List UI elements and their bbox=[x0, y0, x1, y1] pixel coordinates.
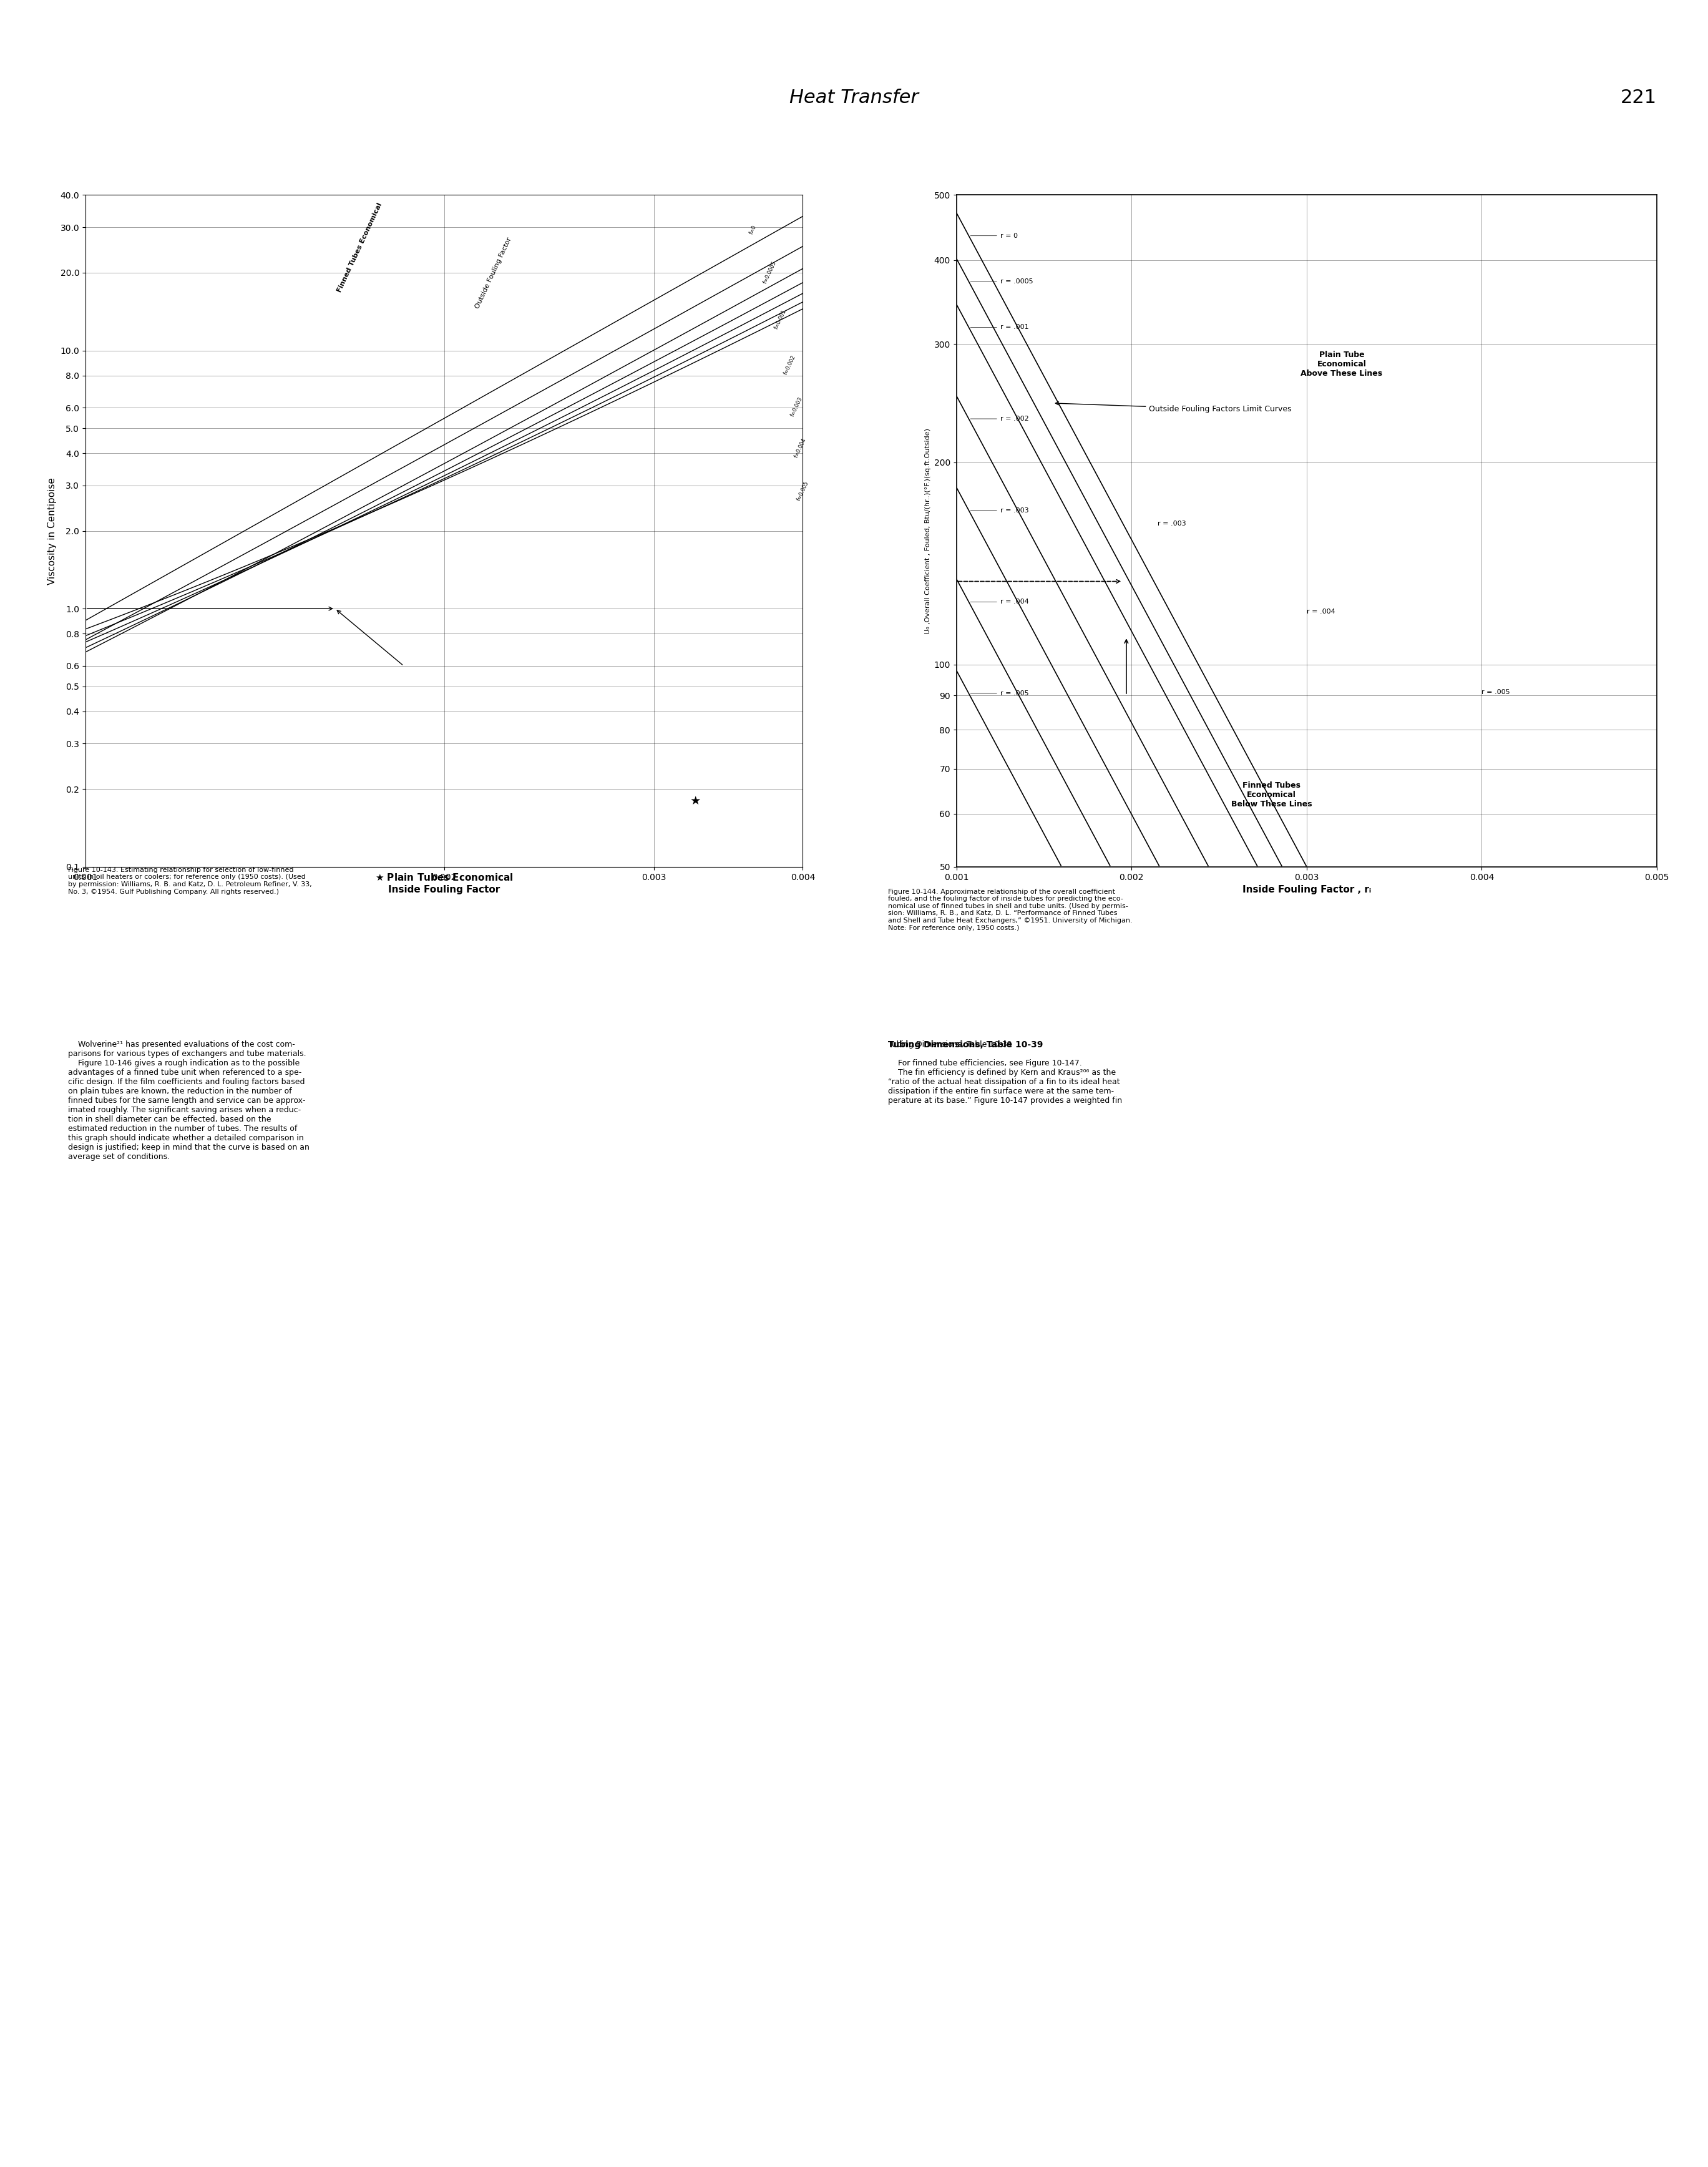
Text: f=0.004: f=0.004 bbox=[794, 438, 808, 459]
Text: Finned Tubes Economical: Finned Tubes Economical bbox=[336, 202, 384, 293]
Text: Wolverine²¹ has presented evaluations of the cost com-
parisons for various type: Wolverine²¹ has presented evaluations of… bbox=[68, 1040, 309, 1162]
Text: f=0.003: f=0.003 bbox=[789, 397, 804, 418]
Text: Tubing Dimensions, Table 10-39: Tubing Dimensions, Table 10-39 bbox=[888, 1040, 1044, 1049]
Text: Outside Fouling Factors Limit Curves: Outside Fouling Factors Limit Curves bbox=[1056, 401, 1291, 414]
Text: Tubing Dimensions, Table 10-39

    For finned tube efficiencies, see Figure 10-: Tubing Dimensions, Table 10-39 For finne… bbox=[888, 1040, 1122, 1105]
Text: r = 0: r = 0 bbox=[970, 232, 1018, 238]
Text: $\bigstar$ Plain Tubes Economical: $\bigstar$ Plain Tubes Economical bbox=[376, 873, 512, 882]
Text: r = .002: r = .002 bbox=[970, 416, 1028, 423]
Text: r = .005: r = .005 bbox=[1481, 689, 1510, 696]
Text: r = .0005: r = .0005 bbox=[970, 277, 1033, 284]
Text: r = .004: r = .004 bbox=[970, 598, 1028, 605]
Text: f=0.005: f=0.005 bbox=[796, 481, 810, 501]
Text: f=0.002: f=0.002 bbox=[782, 353, 798, 375]
X-axis label: Inside Fouling Factor , rᵢ: Inside Fouling Factor , rᵢ bbox=[1242, 884, 1372, 895]
Text: f=0.001: f=0.001 bbox=[774, 308, 787, 329]
X-axis label: Inside Fouling Factor: Inside Fouling Factor bbox=[388, 884, 500, 895]
Text: Figure 10-144. Approximate relationship of the overall coefficient
fouled, and t: Figure 10-144. Approximate relationship … bbox=[888, 888, 1132, 932]
Text: f=0: f=0 bbox=[748, 223, 757, 234]
Text: $\bigstar$: $\bigstar$ bbox=[690, 795, 700, 806]
Text: r = .004: r = .004 bbox=[1307, 609, 1336, 615]
Y-axis label: U₀ ,Overall Coefficient , Fouled, Btu/(hr..)(°F.)(sq.ft.Outside): U₀ ,Overall Coefficient , Fouled, Btu/(h… bbox=[926, 427, 931, 635]
Text: r = .003: r = .003 bbox=[970, 507, 1028, 514]
Text: Outside Fouling Factor: Outside Fouling Factor bbox=[475, 236, 512, 310]
Text: Finned Tubes
Economical
Below These Lines: Finned Tubes Economical Below These Line… bbox=[1231, 782, 1312, 808]
Text: r = .001: r = .001 bbox=[970, 325, 1028, 329]
Text: 221: 221 bbox=[1621, 89, 1657, 106]
Text: Figure 10-143. Estimating relationship for selection of low-finned
units in oil : Figure 10-143. Estimating relationship f… bbox=[68, 867, 313, 895]
Text: Heat Transfer: Heat Transfer bbox=[789, 89, 919, 106]
Text: r = .003: r = .003 bbox=[1158, 520, 1187, 527]
Y-axis label: Viscosity in Centipoise: Viscosity in Centipoise bbox=[48, 477, 56, 585]
Text: Plain Tube
Economical
Above These Lines: Plain Tube Economical Above These Lines bbox=[1301, 351, 1382, 377]
Text: f=0.0005: f=0.0005 bbox=[762, 260, 777, 284]
Text: r = .005: r = .005 bbox=[970, 691, 1028, 696]
